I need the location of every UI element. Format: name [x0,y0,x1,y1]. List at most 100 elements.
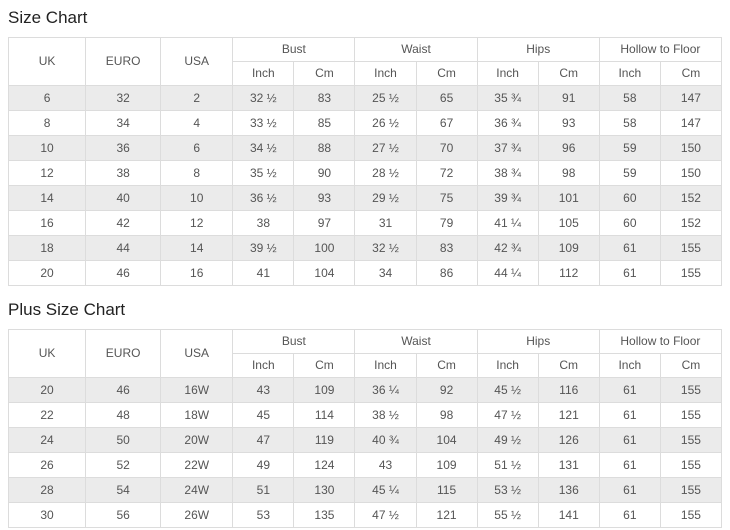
table-cell: 45 ½ [476,377,539,403]
size-chart-table-body: 6 32 2 32 ½ 83 25 ½ 65 35 ¾ 91 58 147 8 34 4 33 ½ 85 26 … [7,85,723,286]
table-cell: 26 [7,452,87,478]
table-cell: 58 [598,85,661,111]
table-cell: 61 [598,377,661,403]
table-cell: 96 [537,135,600,161]
table-cell: 67 [415,110,478,136]
table-cell: 121 [415,502,478,528]
table-cell: 104 [415,427,478,453]
plus-size-chart-table-header: UK EURO USA Bust Waist Hips Hollow to Floor Inc… [7,329,723,378]
table-cell: 43 [232,377,295,403]
table-cell: 43 [354,452,417,478]
table-cell: 155 [659,377,723,403]
table-row: 22 48 18W 45 114 38 ½ 98 47 ½ 121 61 155 [7,402,723,428]
table-cell: 32 ½ [232,85,295,111]
sub-column-header: Inch [598,353,661,378]
table-cell: 16W [160,377,234,403]
column-group-header: Waist [354,37,478,62]
table-cell: 28 ½ [354,160,417,186]
table-row: 28 54 24W 51 130 45 ¼ 115 53 ½ 136 61 155 [7,477,723,503]
column-group-header: Hollow to Floor [598,329,723,354]
table-cell: 59 [598,135,661,161]
table-cell: 70 [415,135,478,161]
table-cell: 24W [160,477,234,503]
table-cell: 98 [415,402,478,428]
table-cell: 116 [537,377,600,403]
table-row: 20 46 16 41 104 34 86 44 ¼ 112 61 155 [7,260,723,286]
table-cell: 24 [7,427,87,453]
table-cell: 49 ½ [476,427,539,453]
table-cell: 51 ½ [476,452,539,478]
table-row: 14 40 10 36 ½ 93 29 ½ 75 39 ¾ 101 60 152 [7,185,723,211]
table-cell: 53 [232,502,295,528]
table-row: 26 52 22W 49 124 43 109 51 ½ 131 61 155 [7,452,723,478]
table-cell: 92 [415,377,478,403]
column-group-header: Waist [354,329,478,354]
table-cell: 42 [85,210,162,236]
table-cell: 33 ½ [232,110,295,136]
table-cell: 79 [415,210,478,236]
table-cell: 51 [232,477,295,503]
sub-column-header: Inch [476,61,539,86]
table-cell: 54 [85,477,162,503]
table-cell: 46 [85,377,162,403]
table-cell: 50 [85,427,162,453]
table-cell: 22W [160,452,234,478]
plus-size-chart-title: Plus Size Chart [8,300,126,319]
table-cell: 90 [293,160,356,186]
table-cell: 25 ½ [354,85,417,111]
table-cell: 155 [659,235,723,261]
size-chart-table: UK EURO USA Bust Waist Hips Hollow to Floor Inc… [7,37,723,286]
table-cell: 16 [160,260,234,286]
table-cell: 152 [659,210,723,236]
size-chart-title: Size Chart [8,8,88,27]
column-group-header: Hollow to Floor [598,37,723,62]
table-cell: 28 [7,477,87,503]
table-cell: 60 [598,185,661,211]
table-cell: 135 [293,502,356,528]
table-cell: 131 [537,452,600,478]
table-cell: 14 [160,235,234,261]
table-cell: 61 [598,260,661,286]
size-chart-table-header: UK EURO USA Bust Waist Hips Hollow to Floor Inc… [7,37,723,86]
table-cell: 36 ½ [232,185,295,211]
table-cell: 136 [537,477,600,503]
table-cell: 38 ½ [354,402,417,428]
table-cell: 44 ¼ [476,260,539,286]
table-cell: 37 ¾ [476,135,539,161]
table-cell: 83 [415,235,478,261]
table-cell: 41 ¼ [476,210,539,236]
sub-column-header: Cm [659,353,723,378]
column-header: UK [7,329,87,378]
table-cell: 53 ½ [476,477,539,503]
sub-column-header: Cm [537,61,600,86]
table-cell: 155 [659,260,723,286]
table-cell: 6 [160,135,234,161]
subheader-row: Inch Cm Inch Cm Inch Cm Inch Cm [9,353,723,378]
table-cell: 36 ¾ [476,110,539,136]
table-cell: 8 [7,110,87,136]
table-cell: 2 [160,85,234,111]
table-cell: 44 [85,235,162,261]
sub-column-header: Inch [598,61,661,86]
table-cell: 38 [232,210,295,236]
table-cell: 114 [293,402,356,428]
table-cell: 86 [415,260,478,286]
table-cell: 20 [7,260,87,286]
table-cell: 36 ¼ [354,377,417,403]
table-cell: 147 [659,110,723,136]
column-header: USA [160,37,234,86]
table-cell: 6 [7,85,87,111]
sub-column-header: Inch [354,61,417,86]
sub-column-header: Cm [659,61,723,86]
table-cell: 52 [85,452,162,478]
table-cell: 58 [598,110,661,136]
table-cell: 85 [293,110,356,136]
column-header: USA [160,329,234,378]
table-cell: 130 [293,477,356,503]
table-cell: 93 [293,185,356,211]
table-cell: 155 [659,452,723,478]
table-cell: 124 [293,452,356,478]
table-cell: 38 [85,160,162,186]
table-cell: 65 [415,85,478,111]
